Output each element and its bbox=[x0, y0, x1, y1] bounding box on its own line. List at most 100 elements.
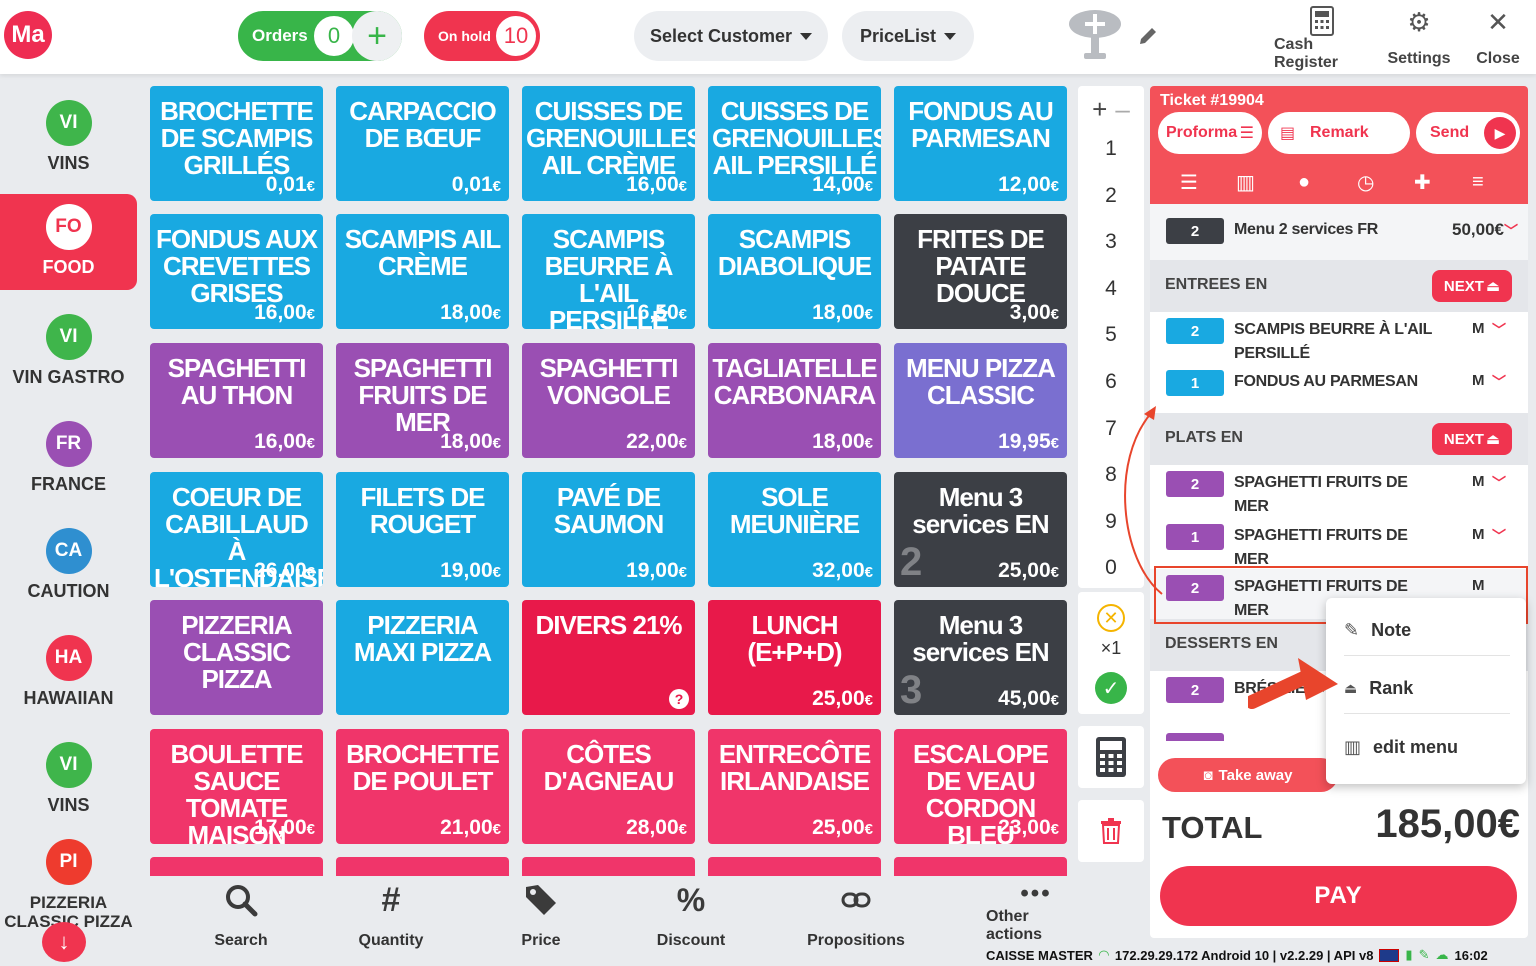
product-tile[interactable]: BOULETTE SAUCE TOMATE MAISON 17,00€ bbox=[150, 729, 323, 844]
edit-pencil-icon[interactable] bbox=[1136, 24, 1162, 50]
add-table-icon[interactable] bbox=[1068, 8, 1122, 62]
keypad-key-5[interactable]: 5 bbox=[1105, 323, 1117, 347]
product-tile[interactable]: PIZZERIA MAXI PIZZA bbox=[336, 600, 509, 715]
on-hold-button[interactable]: On hold 10 bbox=[424, 11, 540, 61]
keypad-key-9[interactable]: 9 bbox=[1105, 509, 1117, 533]
discount-button[interactable]: % Discount bbox=[656, 880, 726, 950]
remark-button[interactable]: ▤ Remark bbox=[1268, 112, 1410, 154]
next-button[interactable]: NEXT ⏏ bbox=[1432, 423, 1512, 455]
product-tile[interactable]: FRITES DE PATATE DOUCE 3,00€ bbox=[894, 214, 1067, 329]
cash-register-button[interactable]: Cash Register bbox=[1274, 6, 1370, 71]
product-tile[interactable]: FONDUS AU PARMESAN 12,00€ bbox=[894, 86, 1067, 201]
category-vins-2[interactable]: VI VINS bbox=[0, 732, 137, 828]
product-tile[interactable] bbox=[894, 857, 1067, 876]
product-tile[interactable]: DIVERS 21%? bbox=[522, 600, 695, 715]
select-customer-dropdown[interactable]: Select Customer bbox=[634, 11, 828, 61]
item-name[interactable]: SCAMPIS BEURRE À L'AIL PERSILLÉ bbox=[1234, 321, 1432, 362]
product-tile[interactable] bbox=[150, 857, 323, 876]
keypad-key-0[interactable]: 0 bbox=[1105, 556, 1117, 580]
product-tile[interactable]: BROCHETTE DE SCAMPIS GRILLÉS 0,01€ bbox=[150, 86, 323, 201]
product-tile[interactable] bbox=[336, 857, 509, 876]
product-tile[interactable]: MENU PIZZA CLASSIC 19,95€ bbox=[894, 343, 1067, 458]
item-name[interactable]: SPAGHETTI FRUITS DE MER bbox=[1234, 474, 1408, 515]
product-tile[interactable]: SOLE MEUNIÈRE 32,00€ bbox=[708, 472, 881, 587]
product-tile[interactable]: FONDUS AUX CREVETTES GRISES 16,00€ bbox=[150, 214, 323, 329]
plus-minus-control[interactable]: + – bbox=[1078, 86, 1144, 132]
product-tile[interactable] bbox=[522, 857, 695, 876]
close-button[interactable]: ✕ Close bbox=[1474, 6, 1522, 68]
product-tile[interactable]: LUNCH (E+P+D) 25,00€ bbox=[708, 600, 881, 715]
pay-button[interactable]: PAY bbox=[1160, 866, 1517, 926]
price-button[interactable]: Price bbox=[516, 880, 566, 950]
minus-icon[interactable]: – bbox=[1115, 93, 1130, 124]
product-tile[interactable]: CÔTES D'AGNEAU 28,00€ bbox=[522, 729, 695, 844]
product-tile[interactable]: COEUR DE CABILLAUD À L'OSTENDAISE 26,00€ bbox=[150, 472, 323, 587]
delete-button[interactable] bbox=[1078, 800, 1144, 862]
next-button[interactable]: NEXT ⏏ bbox=[1432, 270, 1512, 302]
calculator-button[interactable] bbox=[1078, 726, 1144, 788]
product-tile[interactable]: TAGLIATELLE CARBONARA 18,00€ bbox=[708, 343, 881, 458]
menu-item-edit-menu[interactable]: ▥ edit menu bbox=[1344, 722, 1510, 772]
category-france[interactable]: FR FRANCE bbox=[0, 411, 137, 507]
product-tile[interactable]: SCAMPIS DIABOLIQUE 18,00€ bbox=[708, 214, 881, 329]
menu-item-rank[interactable]: ⏏ Rank bbox=[1344, 664, 1510, 714]
product-tile[interactable]: CUISSES DE GRENOUILLES AIL CRÈME 16,00€ bbox=[522, 86, 695, 201]
chevron-down-icon[interactable]: ﹀ bbox=[1504, 223, 1518, 239]
item-name[interactable]: FONDUS AU PARMESAN bbox=[1234, 373, 1418, 390]
chevron-down-icon[interactable]: ﹀ bbox=[1492, 322, 1506, 338]
keypad-key-3[interactable]: 3 bbox=[1105, 230, 1117, 254]
quantity-button[interactable]: # Quantity bbox=[356, 880, 426, 950]
other-actions-button[interactable]: ••• Other actions bbox=[986, 880, 1086, 943]
clear-list-icon[interactable]: ≡ bbox=[1472, 170, 1484, 193]
product-tile[interactable]: SPAGHETTI VONGOLE 22,00€ bbox=[522, 343, 695, 458]
app-logo[interactable]: Ma bbox=[4, 11, 52, 59]
user-icon[interactable]: ● bbox=[1298, 170, 1311, 193]
product-tile[interactable]: SCAMPIS AIL CRÈME 18,00€ bbox=[336, 214, 509, 329]
product-tile[interactable]: BROCHETTE DE POULET 21,00€ bbox=[336, 729, 509, 844]
product-tile[interactable]: Menu 3 services EN 25,00€ 2 bbox=[894, 472, 1067, 587]
scroll-down-icon[interactable]: ↓ bbox=[42, 922, 86, 962]
add-order-icon[interactable]: + bbox=[352, 11, 402, 61]
product-tile[interactable]: SPAGHETTI FRUITS DE MER 18,00€ bbox=[336, 343, 509, 458]
category-caution[interactable]: CA CAUTION bbox=[0, 518, 137, 614]
plus-icon[interactable]: + bbox=[1092, 93, 1108, 124]
category-pizzeria[interactable]: PI PIZZERIA CLASSIC PIZZA bbox=[0, 829, 137, 939]
chevron-down-icon[interactable]: ﹀ bbox=[1492, 528, 1506, 544]
pricelist-dropdown[interactable]: PriceList bbox=[842, 11, 974, 61]
product-tile[interactable]: Menu 3 services EN 45,00€ 3 bbox=[894, 600, 1067, 715]
propositions-button[interactable]: Propositions bbox=[807, 880, 905, 950]
qty-badge[interactable]: 2 bbox=[1166, 677, 1224, 703]
product-tile[interactable] bbox=[708, 857, 881, 876]
qty-badge[interactable]: 2 bbox=[1166, 318, 1224, 344]
book-icon[interactable]: ▥ bbox=[1236, 171, 1255, 194]
keypad-key-6[interactable]: 6 bbox=[1105, 370, 1117, 393]
search-button[interactable]: Search bbox=[210, 880, 272, 950]
product-tile[interactable]: SCAMPIS BEURRE À L'AIL PERSILLÉ 16,50€ bbox=[522, 214, 695, 329]
category-vins[interactable]: VI VINS bbox=[0, 90, 137, 186]
clear-multiplier-icon[interactable]: ✕ bbox=[1097, 604, 1125, 632]
category-vin-gastro[interactable]: VI VIN GASTRO bbox=[0, 304, 137, 400]
keypad-key-8[interactable]: 8 bbox=[1105, 463, 1117, 487]
chevron-down-icon[interactable]: ﹀ bbox=[1492, 374, 1506, 390]
product-tile[interactable]: PIZZERIA CLASSIC PIZZA bbox=[150, 600, 323, 715]
list-item[interactable]: 1 SPAGHETTI FRUITS DE MER M ﹀ bbox=[1150, 521, 1528, 567]
product-tile[interactable]: ENTRECÔTE IRLANDAISE 25,00€ bbox=[708, 729, 881, 844]
keypad-key-7[interactable]: 7 bbox=[1105, 416, 1117, 440]
category-hawaiian[interactable]: HA HAWAIIAN bbox=[0, 625, 137, 721]
take-away-button[interactable]: ◙ Take away bbox=[1158, 758, 1338, 792]
category-food[interactable]: FO FOOD bbox=[0, 194, 137, 290]
menu-item-note[interactable]: ✎ Note bbox=[1344, 606, 1510, 656]
chevron-down-icon[interactable]: ﹀ bbox=[1492, 475, 1506, 491]
orders-button[interactable]: Orders 0 + bbox=[238, 11, 402, 61]
send-button[interactable]: Send ▶ bbox=[1416, 112, 1520, 154]
keypad-key-2[interactable]: 2 bbox=[1105, 183, 1117, 207]
product-tile[interactable]: ESCALOPE DE VEAU CORDON BLEU 23,00€ bbox=[894, 729, 1067, 844]
keypad-key-1[interactable]: 1 bbox=[1105, 137, 1117, 160]
qty-badge[interactable]: 2 bbox=[1166, 471, 1224, 497]
add-user-icon[interactable]: ✚ bbox=[1414, 171, 1431, 194]
keypad-key-4[interactable]: 4 bbox=[1105, 276, 1117, 300]
product-tile[interactable]: CARPACCIO DE BŒUF 0,01€ bbox=[336, 86, 509, 201]
settings-button[interactable]: ⚙ Settings bbox=[1387, 6, 1450, 68]
confirm-check-icon[interactable]: ✓ bbox=[1095, 672, 1127, 704]
product-tile[interactable]: FILETS DE ROUGET 19,00€ bbox=[336, 472, 509, 587]
